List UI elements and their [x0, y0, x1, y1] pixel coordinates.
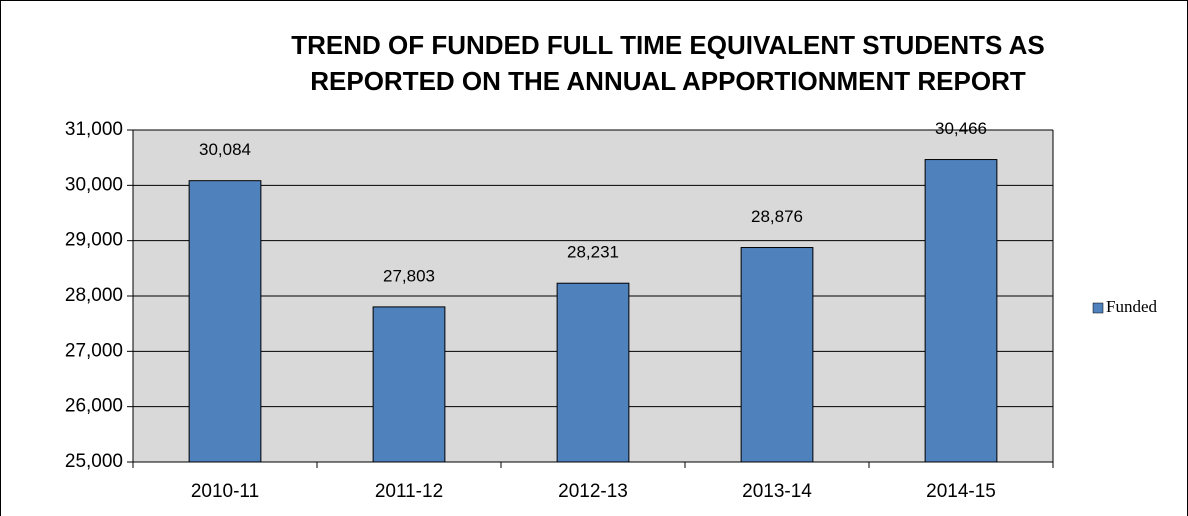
chart-title: REPORTED ON THE ANNUAL APPORTIONMENT REP…	[310, 66, 1026, 96]
x-tick-label: 2012-13	[558, 481, 628, 502]
bar	[372, 306, 446, 463]
y-tick-label: 27,000	[65, 340, 123, 361]
data-label: 28,231	[567, 243, 619, 262]
data-label: 30,466	[935, 119, 987, 138]
y-tick-label: 30,000	[65, 174, 123, 195]
data-label: 27,803	[383, 266, 435, 285]
legend-swatch	[1092, 302, 1104, 314]
x-tick-label: 2011-12	[375, 481, 443, 502]
bar	[188, 180, 262, 463]
x-tick-label: 2013-14	[742, 481, 812, 502]
x-tick-label: 2014-15	[926, 481, 996, 502]
chart-title: TREND OF FUNDED FULL TIME EQUIVALENT STU…	[291, 30, 1045, 60]
y-tick-label: 31,000	[65, 119, 123, 140]
y-tick-label: 25,000	[65, 451, 123, 472]
bar	[924, 159, 998, 463]
y-tick-label: 28,000	[65, 285, 123, 306]
x-tick-label: 2010-11	[191, 481, 259, 502]
legend-label: Funded	[1106, 297, 1158, 316]
y-tick-label: 29,000	[65, 230, 123, 251]
data-label: 28,876	[751, 207, 803, 226]
bar	[740, 247, 814, 463]
data-label: 30,084	[199, 140, 251, 159]
y-tick-label: 26,000	[65, 396, 123, 417]
bar	[556, 282, 630, 463]
